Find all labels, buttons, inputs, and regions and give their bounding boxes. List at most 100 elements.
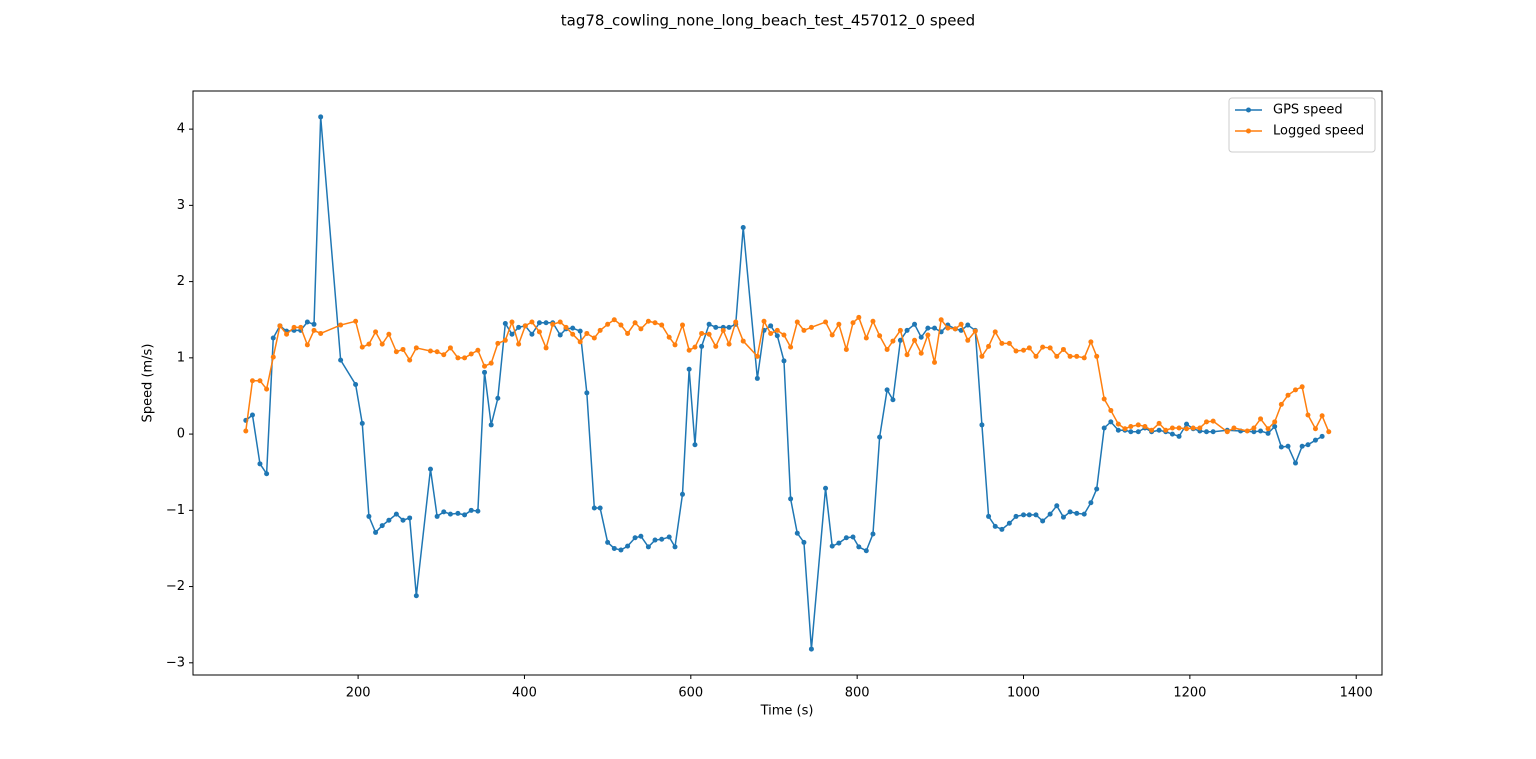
point <box>1013 348 1019 354</box>
point <box>999 526 1005 532</box>
point <box>829 332 835 338</box>
point <box>1021 512 1027 518</box>
point <box>373 529 379 535</box>
point <box>774 333 780 339</box>
point <box>400 517 406 523</box>
point <box>1292 460 1298 466</box>
point <box>726 324 732 330</box>
point <box>850 534 856 540</box>
point <box>1054 353 1060 359</box>
point <box>659 322 665 328</box>
point <box>393 511 399 517</box>
point <box>1135 422 1141 428</box>
point <box>972 328 978 334</box>
point <box>1094 353 1100 359</box>
point <box>577 328 583 334</box>
point <box>1299 443 1305 449</box>
y-tick-label: 3 <box>177 198 185 213</box>
point <box>1210 418 1216 424</box>
point <box>679 491 685 497</box>
point <box>1040 518 1046 524</box>
point <box>1224 429 1230 435</box>
point <box>413 345 419 351</box>
point <box>638 533 644 539</box>
x-tick-label: 1200 <box>1173 686 1206 701</box>
legend-marker <box>1246 128 1251 134</box>
point <box>1149 427 1155 433</box>
point <box>536 329 542 335</box>
series-line <box>245 116 1323 650</box>
y-tick-label: −2 <box>166 579 185 594</box>
point <box>706 321 712 327</box>
point <box>264 386 270 392</box>
point <box>353 318 359 324</box>
point <box>774 327 780 333</box>
point <box>992 523 998 529</box>
point <box>379 341 385 347</box>
point <box>740 224 746 230</box>
point <box>243 428 249 434</box>
y-tick-label: 1 <box>177 350 185 365</box>
legend-label: GPS speed <box>1273 103 1343 118</box>
point <box>938 317 944 323</box>
point <box>257 461 263 467</box>
point <box>304 319 310 325</box>
point <box>311 327 317 333</box>
point <box>652 537 658 543</box>
y-tick-label: 0 <box>177 427 185 442</box>
y-tick-label: −1 <box>166 503 185 518</box>
point <box>781 332 787 338</box>
point <box>897 327 903 333</box>
point <box>788 496 794 502</box>
point <box>1088 500 1094 506</box>
point <box>1312 437 1318 443</box>
point <box>1060 514 1066 520</box>
point <box>455 510 461 516</box>
point <box>666 334 672 340</box>
point <box>386 517 392 523</box>
point <box>338 322 344 328</box>
point <box>823 485 829 491</box>
point <box>850 320 856 326</box>
point <box>925 325 931 331</box>
point <box>1128 423 1134 429</box>
point <box>366 341 372 347</box>
point <box>1033 512 1039 518</box>
point <box>618 547 624 553</box>
point <box>1128 429 1134 435</box>
point <box>1305 412 1311 418</box>
point <box>270 354 276 360</box>
point <box>965 322 971 328</box>
legend-marker <box>1246 107 1251 113</box>
plot-frame <box>192 90 1383 676</box>
point <box>836 321 842 327</box>
point <box>1176 433 1182 439</box>
point <box>1026 512 1032 518</box>
point <box>761 318 767 324</box>
point <box>904 327 910 333</box>
point <box>379 523 385 529</box>
point <box>672 544 678 550</box>
point <box>801 327 807 333</box>
point <box>509 319 515 325</box>
point <box>441 352 447 358</box>
point <box>912 337 918 343</box>
point <box>1285 443 1291 449</box>
point <box>618 322 624 328</box>
point <box>979 422 985 428</box>
point <box>597 505 603 511</box>
point <box>584 330 590 336</box>
point <box>1060 346 1066 352</box>
point <box>836 540 842 546</box>
point <box>1184 421 1190 427</box>
point <box>1258 416 1264 422</box>
point <box>829 543 835 549</box>
point <box>1156 420 1162 426</box>
point <box>1081 355 1087 361</box>
point <box>863 548 869 554</box>
point <box>1197 425 1203 431</box>
point <box>884 346 890 352</box>
point <box>863 335 869 341</box>
point <box>298 324 304 330</box>
x-tick-label: 800 <box>845 686 870 701</box>
